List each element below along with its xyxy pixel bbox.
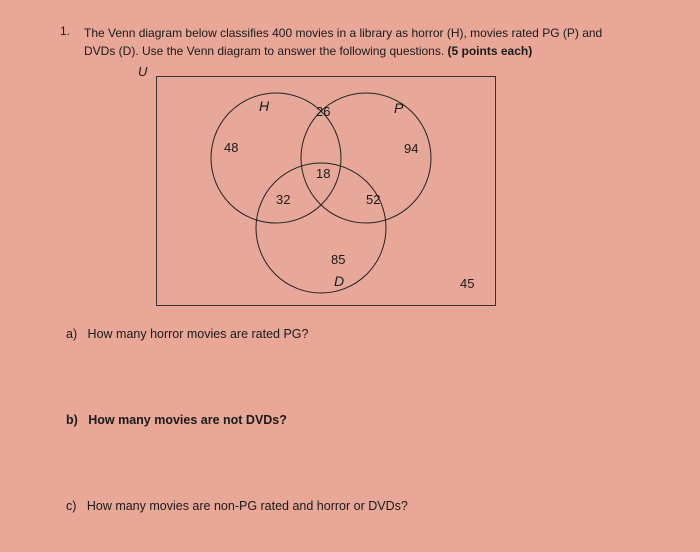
region-p-only: 94 bbox=[404, 141, 418, 156]
question-number: 1. bbox=[60, 24, 70, 38]
subq-c-text: How many movies are non-PG rated and hor… bbox=[87, 499, 408, 513]
region-h-d: 32 bbox=[276, 192, 290, 207]
region-outside: 45 bbox=[460, 276, 474, 291]
venn-diagram: U H P D 48 94 85 26 32 52 18 45 bbox=[156, 68, 496, 313]
circle-d bbox=[256, 163, 386, 293]
question-points: (5 points each) bbox=[448, 44, 533, 58]
region-d-only: 85 bbox=[331, 252, 345, 267]
region-h-p: 26 bbox=[316, 104, 330, 119]
subq-b-text: How many movies are not DVDs? bbox=[88, 413, 287, 427]
region-h-p-d: 18 bbox=[316, 166, 330, 181]
question-prompt: The Venn diagram below classifies 400 mo… bbox=[84, 24, 640, 60]
subq-b-marker: b) bbox=[66, 413, 78, 427]
subquestion-b: b) How many movies are not DVDs? bbox=[66, 413, 640, 427]
region-h-only: 48 bbox=[224, 140, 238, 155]
question-line2-pre: DVDs (D). Use the Venn diagram to answer… bbox=[84, 44, 448, 58]
subq-a-text: How many horror movies are rated PG? bbox=[88, 327, 309, 341]
subquestion-c: c) How many movies are non-PG rated and … bbox=[66, 499, 640, 513]
subq-a-marker: a) bbox=[66, 327, 77, 341]
subq-c-marker: c) bbox=[66, 499, 76, 513]
label-d: D bbox=[334, 273, 344, 289]
region-p-d: 52 bbox=[366, 192, 380, 207]
subquestion-a: a) How many horror movies are rated PG? bbox=[66, 327, 640, 341]
universe-label: U bbox=[138, 64, 147, 79]
label-p: P bbox=[394, 100, 403, 116]
label-h: H bbox=[259, 98, 269, 114]
question-line1: The Venn diagram below classifies 400 mo… bbox=[84, 26, 602, 40]
